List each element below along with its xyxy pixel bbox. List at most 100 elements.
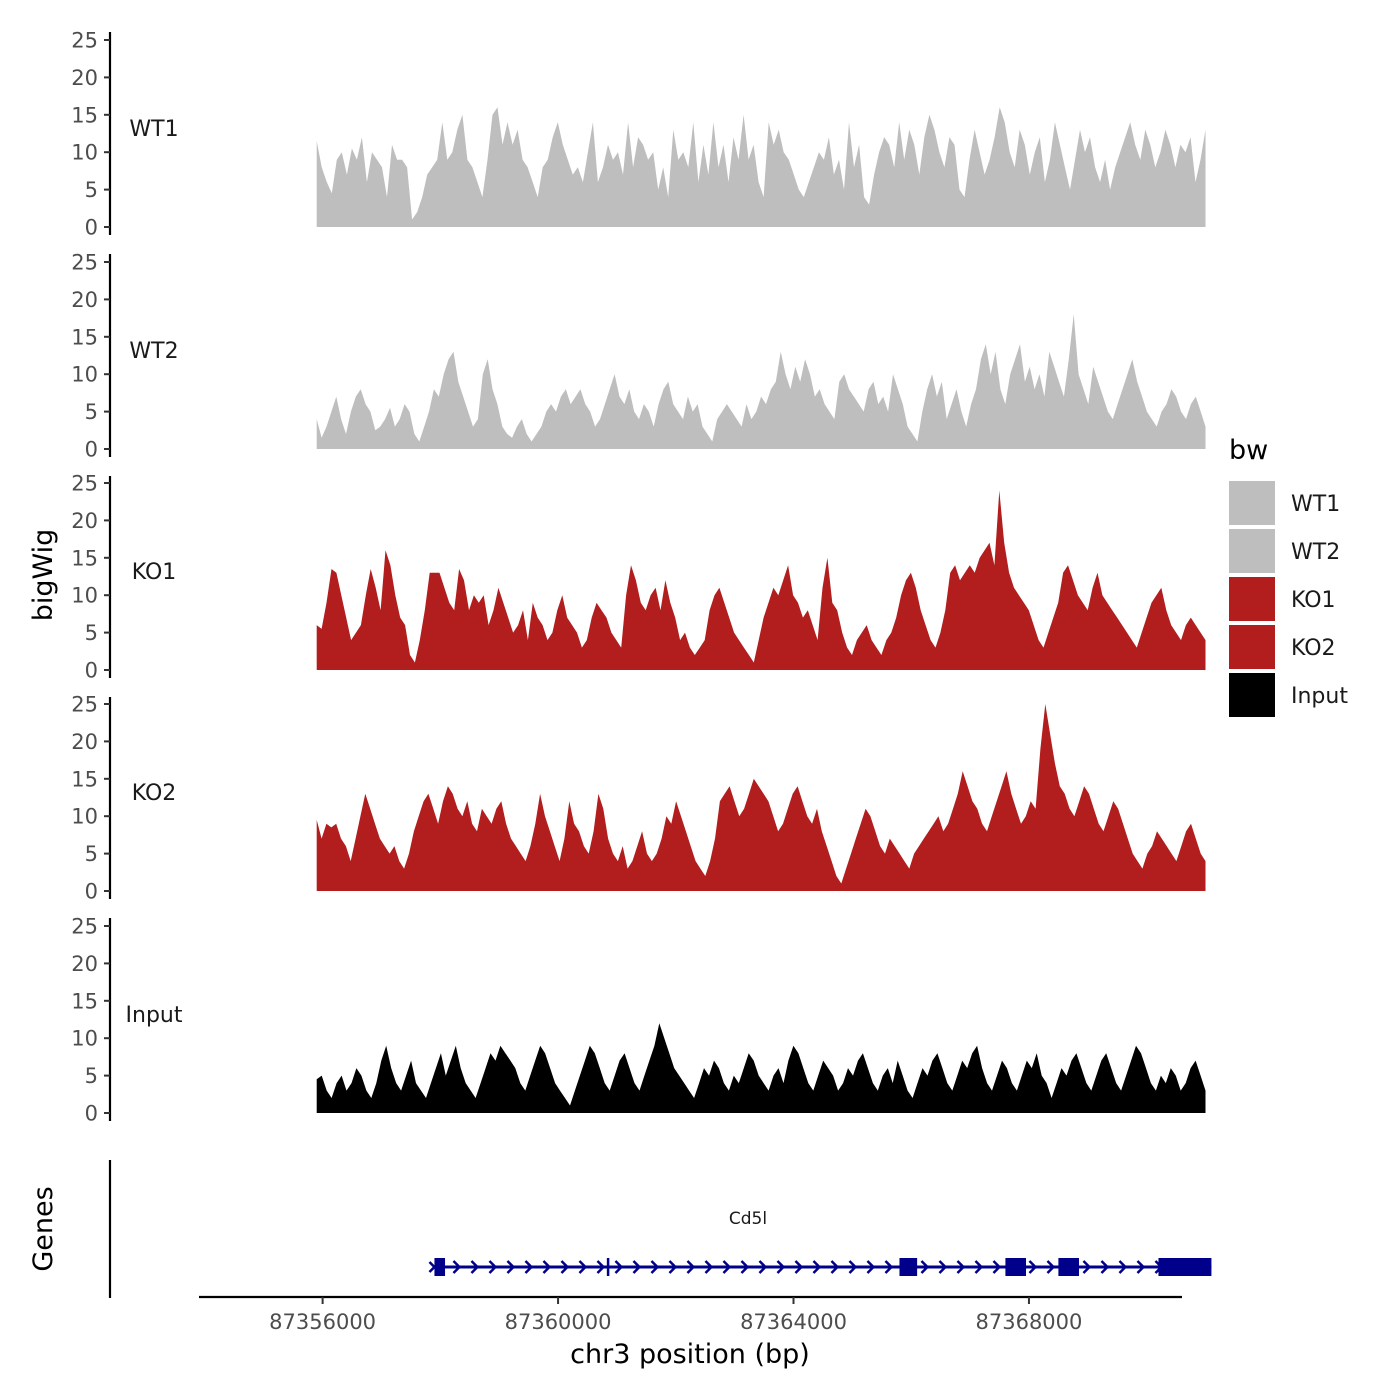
- y-tick-label: 5: [85, 842, 98, 866]
- strand-chevron: [794, 1260, 804, 1274]
- strand-chevron: [506, 1260, 516, 1274]
- strand-chevron: [812, 1260, 822, 1274]
- x-tick-label: 87356000: [269, 1310, 376, 1334]
- strand-chevron: [542, 1260, 552, 1274]
- area-wt1: [316, 107, 1206, 227]
- strand-chevron: [1046, 1260, 1056, 1274]
- y-tick-label: 0: [85, 1102, 98, 1126]
- legend-swatch-ko2: [1229, 625, 1275, 669]
- legend-title: bw: [1229, 435, 1268, 466]
- strand-chevron: [686, 1260, 696, 1274]
- strand-chevron: [524, 1260, 534, 1274]
- gene-exon-3: [1005, 1258, 1027, 1276]
- strand-chevron: [776, 1260, 786, 1274]
- track-input: 0 5 10 15 20 25 Input: [71, 915, 1206, 1126]
- strand-chevron: [704, 1260, 714, 1274]
- track-ko2: 0 5 10 15 20 25 KO2: [71, 693, 1206, 904]
- y-tick-label: 0: [85, 438, 98, 462]
- y-tick-label: 15: [71, 325, 98, 349]
- y-tick-label: 10: [71, 1027, 98, 1051]
- y-tick-label: 20: [71, 509, 98, 533]
- y-tick-label: 15: [71, 767, 98, 791]
- legend-swatch-ko1: [1229, 577, 1275, 621]
- x-tick-label: 87360000: [505, 1310, 612, 1334]
- y-tick-label: 0: [85, 659, 98, 683]
- strand-chevron: [1082, 1260, 1092, 1274]
- y-tick-label: 20: [71, 952, 98, 976]
- strand-chevron: [668, 1260, 678, 1274]
- y-tick-label: 0: [85, 216, 98, 240]
- legend-label-ko2: KO2: [1291, 636, 1336, 661]
- y-tick-label: 0: [85, 880, 98, 904]
- y-tick-label: 25: [71, 693, 98, 717]
- y-tick-label: 10: [71, 584, 98, 608]
- strand-chevron: [452, 1260, 462, 1274]
- area-ko2: [316, 704, 1206, 891]
- strand-chevron: [758, 1260, 768, 1274]
- y-tick-label: 15: [71, 546, 98, 570]
- y-tick-label: 10: [71, 141, 98, 165]
- strand-chevron: [866, 1260, 876, 1274]
- track-wt1: 0 5 10 15 20 25 WT1: [71, 29, 1206, 240]
- y-axis-title: bigWig: [28, 529, 59, 622]
- x-tick-label: 87364000: [740, 1310, 847, 1334]
- track-label-ko2: KO2: [132, 781, 177, 806]
- y-tick-label: 10: [71, 363, 98, 387]
- legend-swatch-input: [1229, 673, 1275, 717]
- track-label-wt1: WT1: [129, 117, 178, 142]
- strand-chevron: [1136, 1260, 1146, 1274]
- legend-swatch-wt1: [1229, 481, 1275, 525]
- area-input: [316, 1023, 1206, 1113]
- track-label-wt2: WT2: [129, 339, 178, 364]
- strand-chevron: [956, 1260, 966, 1274]
- track-label-ko1: KO1: [132, 560, 177, 585]
- strand-chevron: [614, 1260, 624, 1274]
- y-tick-label: 15: [71, 103, 98, 127]
- strand-chevron: [1118, 1260, 1128, 1274]
- gene-track: Genes Cd5l: [28, 1160, 1212, 1298]
- gene-name-label: Cd5l: [729, 1209, 767, 1229]
- y-tick-label: 20: [71, 66, 98, 90]
- y-tick-label: 20: [71, 730, 98, 754]
- y-tick-label: 10: [71, 805, 98, 829]
- strand-chevron: [578, 1260, 588, 1274]
- legend-swatch-wt2: [1229, 529, 1275, 573]
- y-tick-label: 5: [85, 1064, 98, 1088]
- legend-label-wt1: WT1: [1291, 492, 1340, 517]
- strand-chevron: [1028, 1260, 1038, 1274]
- y-tick-label: 25: [71, 472, 98, 496]
- track-wt2: 0 5 10 15 20 25 WT2: [71, 251, 1206, 462]
- genes-axis-title: Genes: [28, 1186, 59, 1271]
- legend-label-wt2: WT2: [1291, 540, 1340, 565]
- strand-chevron: [992, 1260, 1002, 1274]
- strand-chevron: [470, 1260, 480, 1274]
- y-tick-label: 20: [71, 288, 98, 312]
- y-tick-label: 25: [71, 915, 98, 939]
- area-ko1: [316, 490, 1206, 670]
- gene-exon-4: [1058, 1258, 1079, 1276]
- y-tick-label: 5: [85, 178, 98, 202]
- strand-chevron: [1100, 1260, 1110, 1274]
- strand-chevron: [848, 1260, 858, 1274]
- gene-exon-1: [434, 1258, 446, 1276]
- strand-chevron: [740, 1260, 750, 1274]
- gene-exon-5: [1158, 1258, 1212, 1276]
- track-ko1: 0 5 10 15 20 25 KO1: [71, 472, 1206, 683]
- y-tick-label: 5: [85, 400, 98, 424]
- tracks-layer: 0510152025WT10510152025WT20510152025KO10…: [71, 29, 1206, 1126]
- strand-chevron: [938, 1260, 948, 1274]
- legend: bw WT1 WT2 KO1 KO2 Input: [1229, 435, 1348, 717]
- strand-chevron: [884, 1260, 894, 1274]
- strand-chevron: [974, 1260, 984, 1274]
- strand-chevron: [488, 1260, 498, 1274]
- y-tick-label: 5: [85, 621, 98, 645]
- strand-chevron: [560, 1260, 570, 1274]
- strand-chevron: [722, 1260, 732, 1274]
- x-axis: chr3 position (bp) 87356000 87360000 87364…: [199, 1295, 1182, 1370]
- strand-chevron: [632, 1260, 642, 1274]
- legend-label-input: Input: [1291, 684, 1348, 709]
- y-tick-label: 15: [71, 989, 98, 1013]
- area-wt2: [316, 314, 1206, 449]
- y-tick-label: 25: [71, 29, 98, 53]
